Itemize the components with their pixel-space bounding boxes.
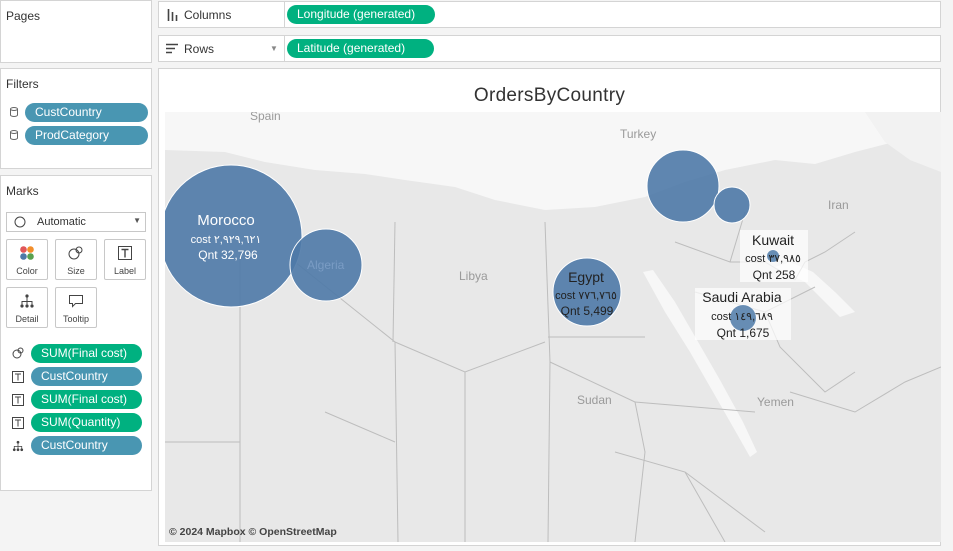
chevron-down-icon: ▼ [133,216,141,225]
shelf-divider [284,2,285,27]
mark-pill-label-custcountry[interactable]: CustCountry [31,367,142,386]
country-qnt-kuwait: Qnt 258 [753,268,796,282]
mark-type-dropdown[interactable]: Automatic ▼ [6,212,146,232]
color-button-label: Color [16,266,38,276]
bubble-kuwait-overlay [767,250,779,262]
map-label-sudan: Sudan [577,393,612,407]
chevron-down-icon[interactable]: ▼ [270,44,278,53]
country-cost-morocco: cost ٢,٩٢٩,٦٢١ [191,234,262,246]
map[interactable]: Spain Turkey Iran Libya Sudan Yemen Alge… [165,112,941,542]
rows-pill-latitude[interactable]: Latitude (generated) [287,39,434,58]
filter-pill-prodcategory[interactable]: ProdCategory [25,126,148,145]
bubble-iraq[interactable] [713,186,751,224]
label-icon [12,394,24,406]
pages-card: Pages [0,0,152,63]
tooltip-icon [69,295,83,308]
columns-shelf[interactable]: Columns Longitude (generated) [158,1,941,28]
color-button[interactable]: Color [6,239,48,280]
map-label-libya: Libya [459,269,488,283]
detail-button-label: Detail [15,314,39,324]
bubble-saudi-overlay [730,305,756,331]
detail-icon [12,440,24,452]
size-icon [12,347,24,359]
map-label-spain: Spain [250,112,281,123]
mark-pill-label-final-cost[interactable]: SUM(Final cost) [31,390,142,409]
rows-shelf[interactable]: Rows ▼ Latitude (generated) [158,35,941,62]
viz-title: OrdersByCountry [473,85,626,106]
marks-card: Marks Automatic ▼ Color Size Label Detai… [0,175,152,491]
circle-icon [14,216,26,228]
map-label-algeria: Algeria [307,258,345,272]
label-button[interactable]: Label [104,239,146,280]
country-cost-kuwait: cost ٣٧,٩٨٥ [745,253,801,265]
country-name-kuwait: Kuwait [752,232,794,248]
label-icon [118,246,132,260]
size-button[interactable]: Size [55,239,97,280]
bubble-algeria[interactable] [289,228,363,302]
detail-icon [20,294,34,308]
columns-pill-longitude[interactable]: Longitude (generated) [287,5,435,24]
country-cost-egypt: cost ٧٧٦,٧٦٥ [555,290,617,302]
database-icon [10,107,18,117]
country-name-egypt: Egypt [568,269,604,285]
bubble-morocco[interactable] [165,164,303,308]
size-icon [68,246,83,260]
country-name-saudi-arabia: Saudi Arabia [702,289,782,305]
filters-title: Filters [6,77,39,91]
rows-label: Rows [184,42,215,56]
label-icon [12,371,24,383]
color-icon [20,246,34,260]
country-qnt-saudi-arabia: Qnt 1,675 [717,326,770,340]
label-button-label: Label [113,266,137,276]
detail-button[interactable]: Detail [6,287,48,328]
size-button-label: Size [67,266,85,276]
country-name-morocco: Morocco [197,212,255,229]
columns-label: Columns [184,8,232,22]
database-icon [10,130,18,140]
tooltip-button-label: Tooltip [62,314,89,324]
rows-icon [166,43,178,54]
label-icon [12,417,24,429]
map-label-yemen: Yemen [757,395,794,409]
bubble-egypt[interactable] [552,257,622,327]
country-qnt-egypt: Qnt 5,499 [561,304,614,318]
country-qnt-morocco: Qnt 32,796 [198,248,258,262]
mark-type-value: Automatic [37,216,86,228]
bubble-syria[interactable] [646,149,720,223]
map-label-turkey: Turkey [620,127,656,141]
pages-title: Pages [6,9,41,23]
marks-title: Marks [6,184,39,198]
mark-pill-label-quantity[interactable]: SUM(Quantity) [31,413,142,432]
mark-pill-detail-custcountry[interactable]: CustCountry [31,436,142,455]
tooltip-button[interactable]: Tooltip [55,287,97,328]
map-label-iran: Iran [828,198,849,212]
columns-icon [167,9,178,21]
filter-pill-custcountry[interactable]: CustCountry [25,103,148,122]
filters-card: Filters CustCountry ProdCategory [0,68,152,169]
mark-pill-size-final-cost[interactable]: SUM(Final cost) [31,344,142,363]
country-cost-saudi-arabia: cost ١٤٩,٦٨٩ [711,311,773,323]
shelf-divider [284,36,285,61]
map-attribution[interactable]: © 2024 Mapbox © OpenStreetMap [169,526,337,538]
